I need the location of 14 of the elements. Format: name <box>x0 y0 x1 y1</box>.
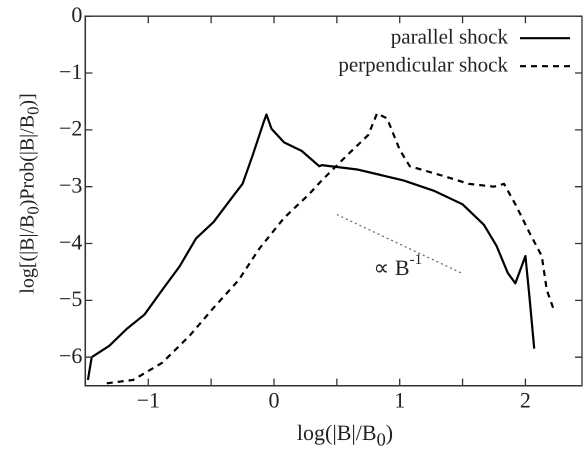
y-tick-label: −2 <box>58 116 82 141</box>
y-tick-label: −1 <box>58 58 82 84</box>
x-axis-title: log(|B|/B$_{0}$) <box>296 420 394 450</box>
y-tick-label: −5 <box>58 286 82 312</box>
legend-label: perpendicular shock <box>338 52 508 77</box>
x-tick-label: 2 <box>520 388 531 413</box>
x-tick-label: 0 <box>268 388 280 413</box>
y-tick-label: 0 <box>71 2 82 27</box>
y-tick-label: −4 <box>58 229 82 254</box>
x-tick-label: −1 <box>136 388 160 413</box>
y-tick-label: −6 <box>58 342 82 368</box>
x-tick-label: 1 <box>394 388 406 413</box>
y-tick-label: −3 <box>58 172 82 198</box>
legend-label: parallel shock <box>390 24 508 49</box>
